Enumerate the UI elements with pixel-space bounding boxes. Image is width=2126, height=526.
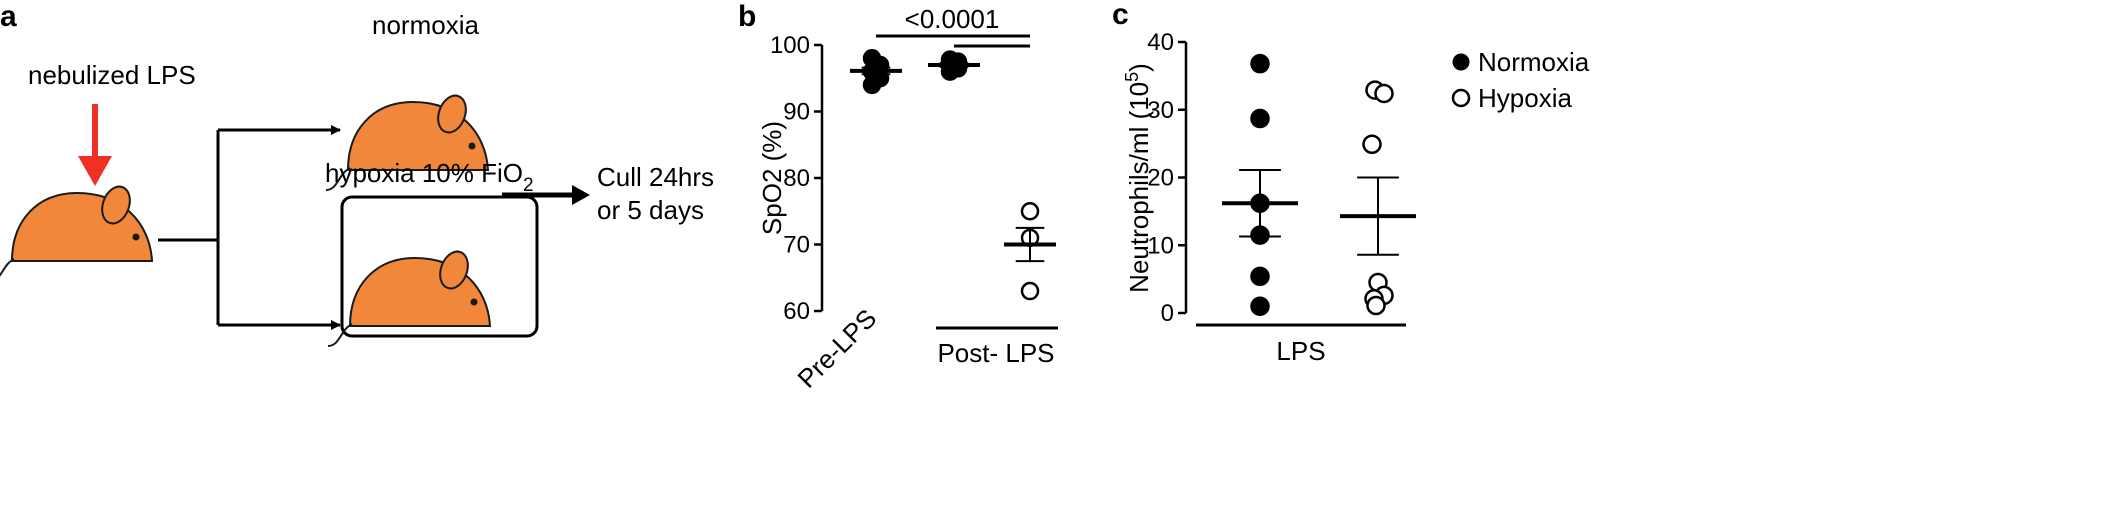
mouse-source-icon (0, 181, 153, 282)
panel-c-data-point (1362, 134, 1382, 155)
panel-b-y-axis-label: SpO2 (%) (757, 121, 787, 235)
panel-c: c Neutrophils/ml (105) 0 10 20 30 40 LPS Nor… (1112, 0, 1590, 366)
panel-c-marks (1222, 53, 1416, 316)
hypoxia-chamber-box (340, 195, 539, 338)
mouse-hypoxia-icon (327, 246, 491, 347)
normoxia-text: normoxia (372, 10, 479, 40)
panel-b-significance-brackets: <0.0001 (876, 4, 1030, 48)
panel-b-data-point (1020, 281, 1040, 301)
branch-lines (158, 125, 341, 330)
panel-c-data-point (1250, 108, 1270, 129)
cull-text-line1: Cull 24hrs (597, 162, 714, 192)
panel-c-label: c (1112, 0, 1129, 31)
panel-c-x-label: LPS (1276, 336, 1325, 366)
panel-b-tick-label: 70 (783, 232, 810, 259)
panel-b-label: b (738, 0, 756, 33)
legend-hypoxia-marker (1451, 88, 1471, 108)
nebulized-lps-text: nebulized LPS (28, 60, 196, 90)
panel-b-marks (850, 49, 1056, 301)
legend-normoxia-marker (1452, 53, 1470, 71)
panel-c-legend: Normoxia Hypoxia (1451, 47, 1590, 113)
panel-a: a nebulized LPS normoxia hypoxia 10% FiO… (0, 0, 714, 347)
panel-b-data-point (862, 49, 882, 68)
significance-label: <0.0001 (905, 4, 1000, 34)
panel-c-tick-label: 20 (1147, 165, 1174, 192)
panel-c-tick-label: 30 (1147, 97, 1174, 124)
panel-a-label: a (0, 0, 17, 33)
post-lps-group-label: Post- LPS (937, 338, 1054, 368)
hypoxia-text: hypoxia 10% FiO2 (325, 158, 534, 196)
cull-text-line2: or 5 days (597, 195, 704, 225)
panel-c-y-axis-label: Neutrophils/ml (105) (1122, 63, 1154, 293)
panel-b-tick-label: 60 (783, 298, 810, 325)
panel-c-tick-label: 40 (1147, 29, 1174, 56)
red-arrow-icon (78, 104, 112, 186)
panel-b-tick-label: 80 (783, 165, 810, 192)
panel-c-data-point (1250, 296, 1270, 316)
panel-c-tick-label: 0 (1161, 300, 1174, 327)
panel-b-tick-label: 100 (770, 32, 810, 59)
panel-c-y-axis: 0 10 20 30 40 (1147, 29, 1188, 327)
legend-hypoxia-label: Hypoxia (1478, 83, 1572, 113)
panel-c-tick-label: 10 (1147, 232, 1174, 259)
panel-b-data-point (1020, 202, 1040, 221)
panel-c-data-point (1250, 53, 1270, 74)
panel-b-tick-label: 90 (783, 99, 810, 126)
panel-c-data-point (1374, 83, 1394, 104)
panel-c-data-point (1366, 295, 1386, 316)
cull-arrow-icon (502, 185, 590, 205)
panel-c-data-point (1250, 266, 1270, 287)
panel-b-y-axis: 60 70 80 90 100 (770, 32, 824, 325)
legend-normoxia-label: Normoxia (1478, 47, 1590, 77)
